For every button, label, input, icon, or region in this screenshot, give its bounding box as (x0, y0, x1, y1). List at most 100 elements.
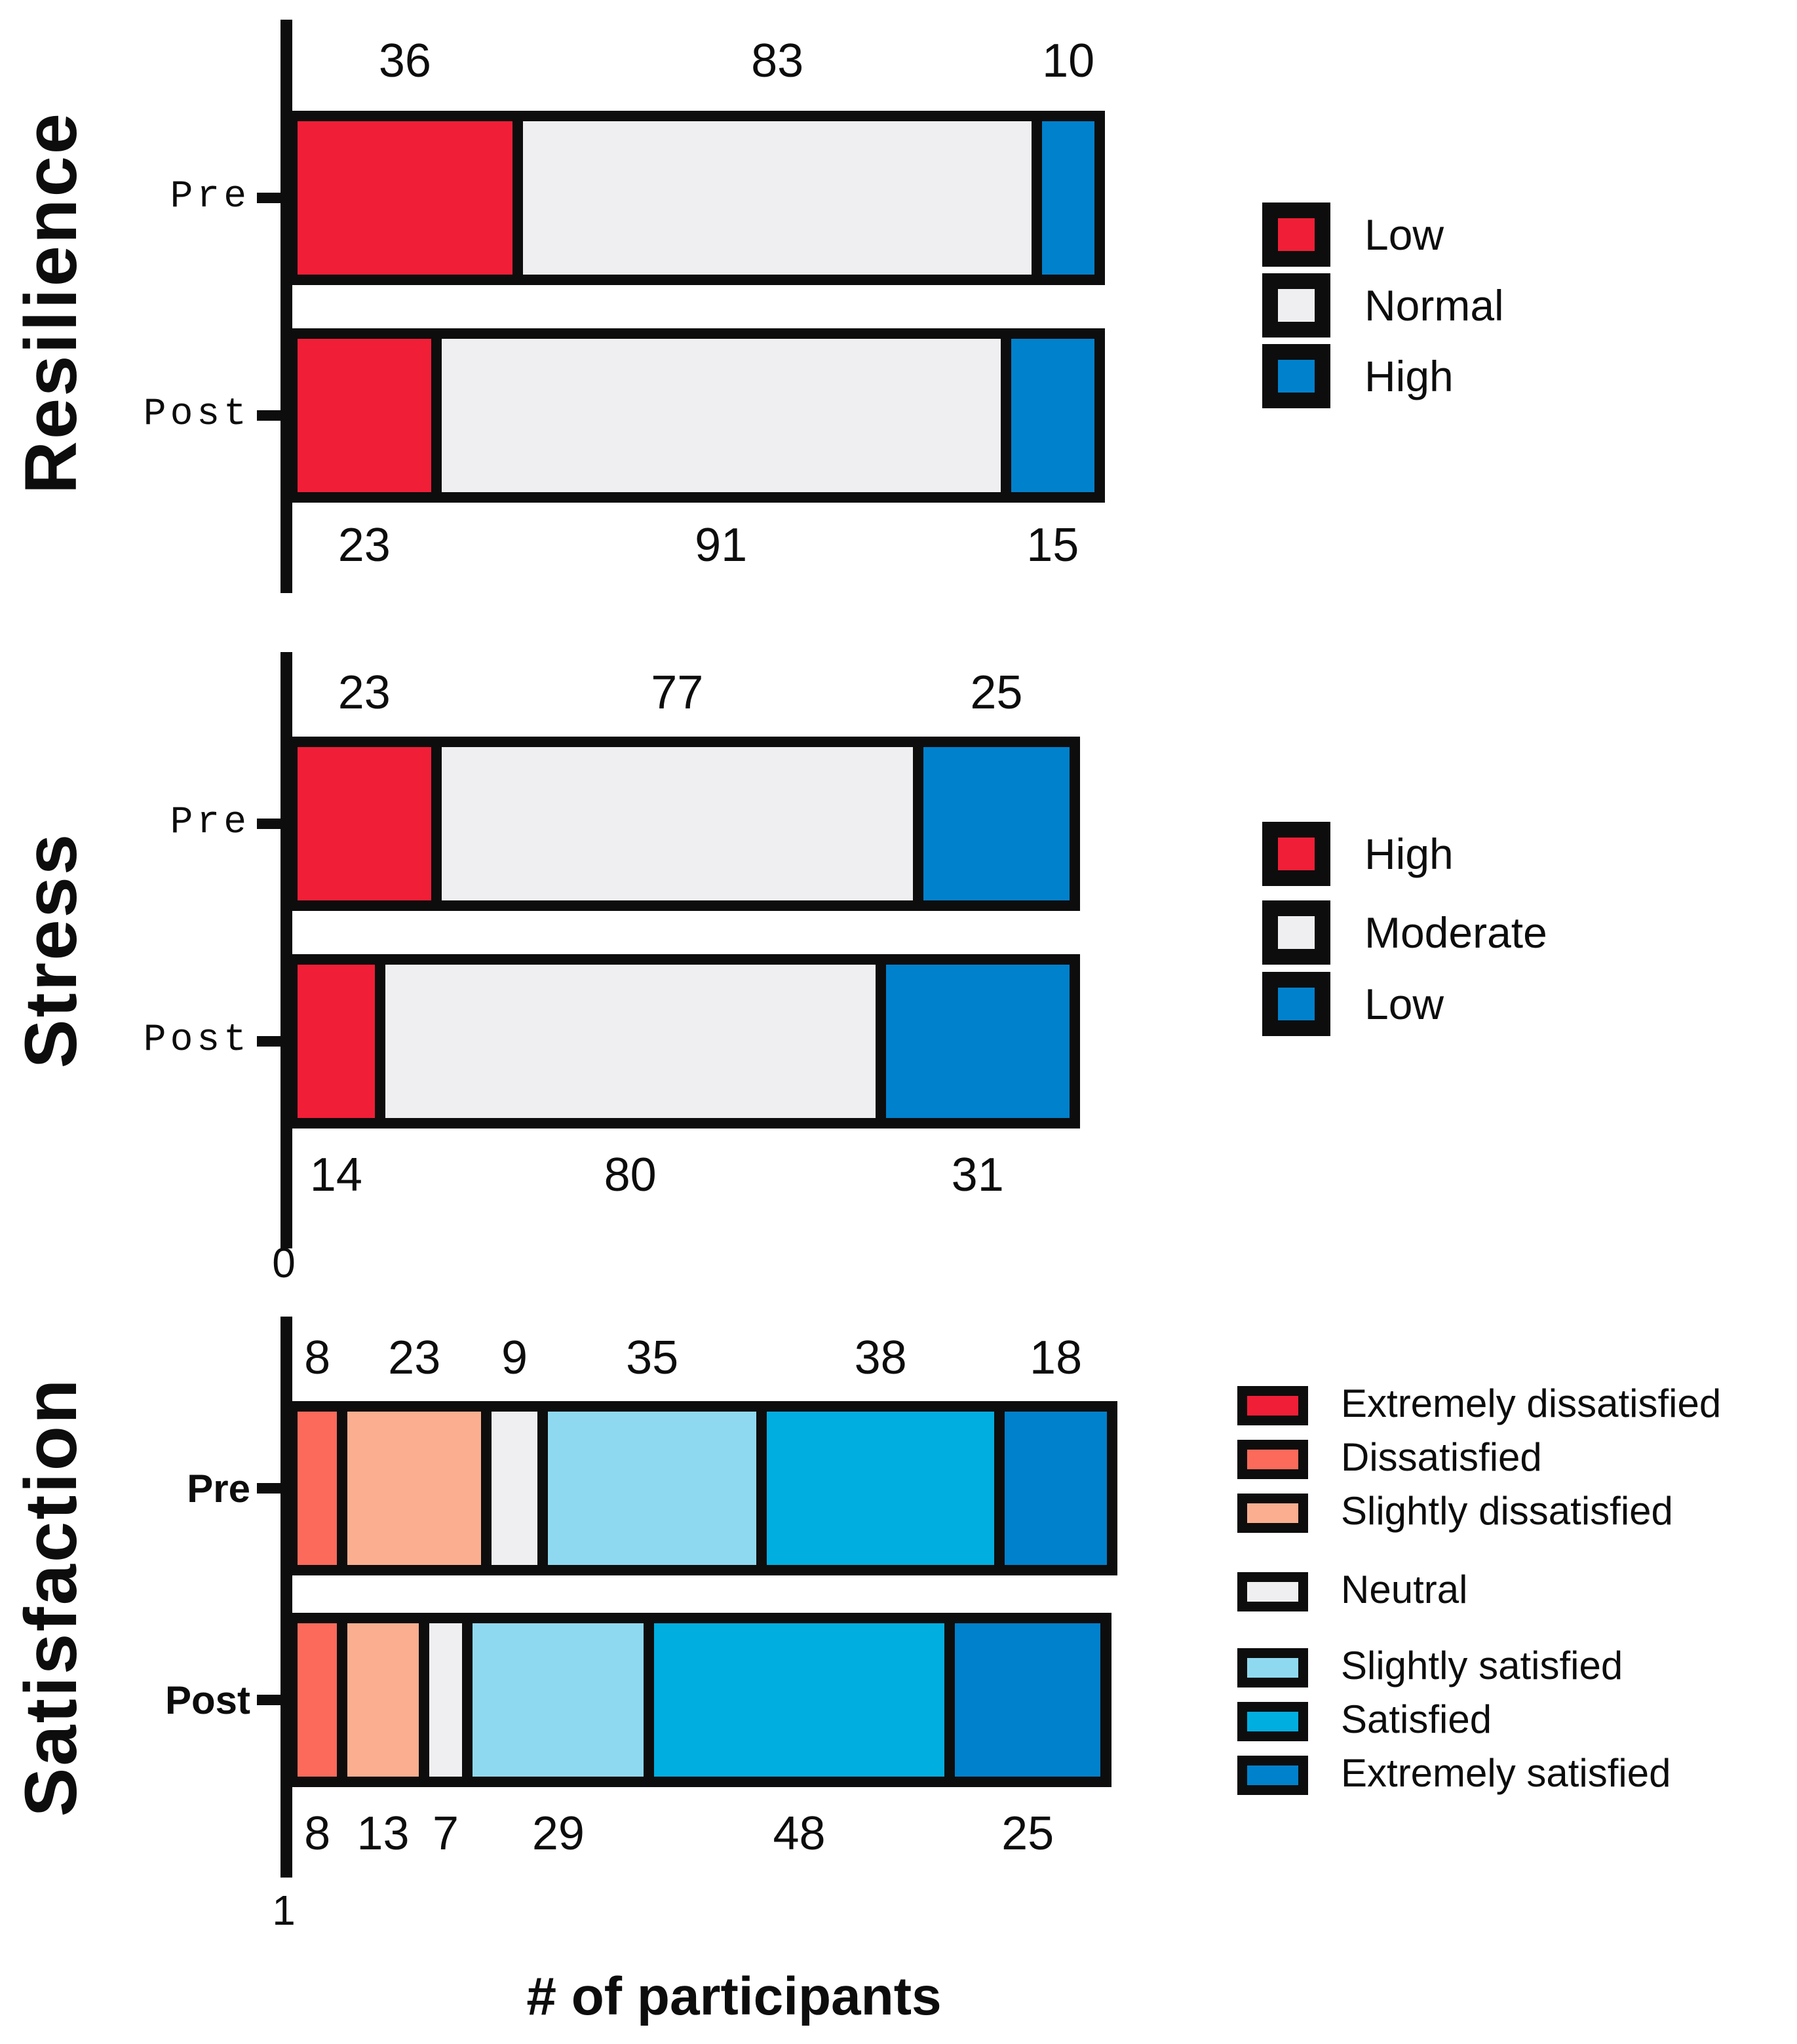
bar-stress-post (287, 954, 1080, 1128)
legend-swatch (1237, 1702, 1308, 1741)
legend-label: High (1364, 830, 1454, 878)
legend-swatch (1237, 1494, 1308, 1533)
bar-stress-pre (287, 737, 1080, 911)
bar-resilience-post (287, 328, 1105, 503)
legend-swatch-fill (1247, 1396, 1298, 1416)
legend-swatch-fill (1247, 1712, 1298, 1731)
legend-swatch (1237, 1756, 1308, 1795)
value-label: 23 (338, 666, 391, 719)
legend-label: Dissatisfied (1341, 1435, 1542, 1479)
bar-segment-neutral (486, 1406, 543, 1570)
bar-segment-moderate (436, 742, 918, 906)
bar-segment-slightly-dissatisfied (342, 1618, 424, 1782)
bar-segment-high (292, 742, 436, 906)
value-label: 18 (1030, 1332, 1083, 1384)
value-label: 23 (338, 519, 391, 571)
value-label: 8 (304, 1332, 331, 1384)
x-axis-origin-label: 0 (272, 1239, 296, 1286)
y-axis-line (280, 20, 292, 593)
bar-segment-dissatisfied (292, 1618, 343, 1782)
legend-label: Low (1364, 980, 1444, 1028)
bar-resilience-pre (287, 111, 1105, 285)
bar-segment-dissatisfied (292, 1406, 343, 1570)
legend-swatch (1237, 1440, 1308, 1479)
legend-swatch-fill (1247, 1450, 1298, 1469)
legend-label: Moderate (1364, 908, 1547, 957)
legend-label: Neutral (1341, 1568, 1468, 1611)
value-label: 48 (773, 1807, 826, 1860)
bar-segment-high (1005, 334, 1100, 497)
legend-swatch (1237, 1386, 1308, 1425)
legend-swatch (1262, 822, 1330, 886)
value-label: 31 (951, 1149, 1004, 1201)
legend-label: Satisfied (1341, 1697, 1492, 1741)
category-label: Pre (170, 176, 250, 218)
bar-segment-extremely-satisfied (999, 1406, 1112, 1570)
legend-label: Normal (1364, 281, 1504, 330)
legend-swatch-fill (1247, 1658, 1298, 1678)
legend-label: Slightly satisfied (1341, 1644, 1623, 1687)
legend-swatch (1262, 273, 1330, 337)
category-label: Post (143, 1019, 250, 1062)
legend-label: Extremely satisfied (1341, 1751, 1671, 1795)
legend-swatch-fill (1278, 916, 1315, 949)
bar-segment-moderate (379, 959, 881, 1123)
legend-swatch (1237, 1648, 1308, 1687)
y-axis-tick (257, 410, 282, 421)
bar-segment-extremely-satisfied (949, 1618, 1106, 1782)
x-axis-origin-label: 1 (272, 1887, 296, 1934)
category-label: Pre (187, 1467, 250, 1511)
value-label: 77 (651, 666, 704, 719)
legend-swatch-fill (1247, 1582, 1298, 1602)
panel-title-stress: Stress (10, 832, 92, 1069)
value-label: 25 (1001, 1807, 1054, 1860)
panel-title-satisfaction: Satisfaction (10, 1377, 92, 1817)
bar-satisfaction-pre (287, 1401, 1118, 1575)
bar-segment-high (1037, 116, 1100, 280)
legend-swatch-fill (1278, 988, 1315, 1020)
bar-segment-slightly-satisfied (542, 1406, 762, 1570)
legend-label: Slightly dissatisfied (1341, 1489, 1673, 1533)
bar-segment-normal (436, 334, 1006, 497)
bar-segment-slightly-dissatisfied (342, 1406, 487, 1570)
value-label: 7 (432, 1807, 459, 1860)
value-label: 29 (531, 1807, 585, 1860)
y-axis-tick (257, 1036, 282, 1047)
value-label: 25 (970, 666, 1023, 719)
bar-segment-satisfied (649, 1618, 950, 1782)
value-label: 10 (1042, 35, 1095, 87)
legend-swatch-fill (1247, 1765, 1298, 1785)
legend-swatch-fill (1278, 289, 1315, 322)
bar-segment-low (880, 959, 1075, 1123)
value-label: 15 (1026, 519, 1079, 571)
category-label: Post (164, 1678, 250, 1722)
value-label: 14 (309, 1149, 362, 1201)
x-axis-title: # of participants (526, 1967, 942, 2026)
category-label: Post (143, 393, 250, 436)
value-label: 23 (388, 1332, 441, 1384)
value-label: 9 (501, 1332, 528, 1384)
bar-segment-normal (517, 116, 1037, 280)
bar-segment-low (918, 742, 1075, 906)
bar-satisfaction-post (287, 1613, 1111, 1787)
bar-segment-slightly-satisfied (467, 1618, 649, 1782)
legend-swatch-fill (1278, 218, 1315, 251)
legend-label: Extremely dissatisfied (1341, 1381, 1722, 1425)
y-axis-tick (257, 193, 282, 203)
legend-label: High (1364, 352, 1454, 400)
bar-segment-high (292, 959, 380, 1123)
legend-swatch-fill (1278, 360, 1315, 393)
y-axis-tick (257, 1695, 282, 1705)
value-label: 83 (751, 35, 804, 87)
y-axis-tick (257, 819, 282, 829)
legend-swatch (1262, 344, 1330, 408)
legend-swatch (1237, 1572, 1308, 1611)
value-label: 36 (378, 35, 431, 87)
legend-swatch-fill (1278, 838, 1315, 870)
category-label: Pre (170, 801, 250, 844)
legend-swatch (1262, 202, 1330, 267)
legend-swatch (1262, 900, 1330, 965)
value-label: 13 (357, 1807, 410, 1860)
bar-segment-low (292, 334, 436, 497)
